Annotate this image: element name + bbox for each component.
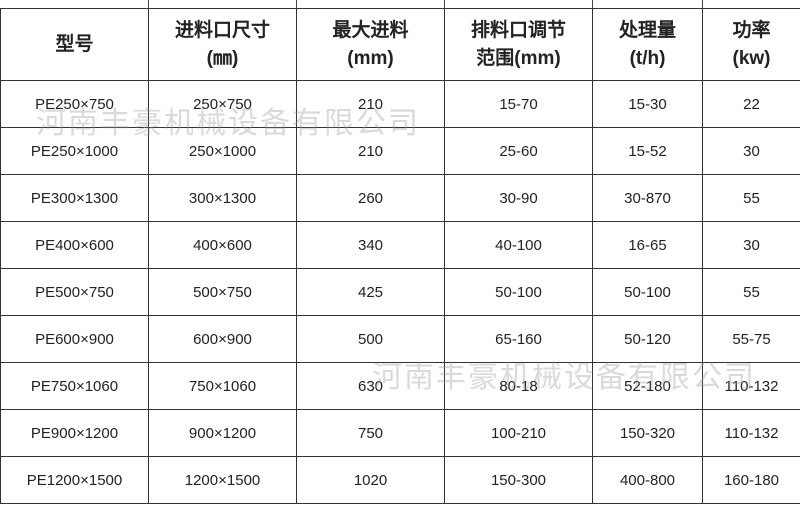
cell-feed-opening: 250×1000 [148, 127, 297, 175]
divider [148, 0, 149, 9]
cell-feed-opening: 750×1060 [148, 362, 297, 410]
cell-power: 110-132 [702, 362, 800, 410]
cell-model: PE600×900 [0, 315, 149, 363]
cell-model: PE1200×1500 [0, 456, 149, 504]
table-row: PE250×1000 250×1000 210 25-60 15-52 30 [0, 127, 800, 175]
cell-model: PE900×1200 [0, 409, 149, 457]
cell-power: 55-75 [702, 315, 800, 363]
header-line2: (mm) [347, 47, 394, 69]
header-line2: (kw) [732, 47, 771, 69]
cell-discharge-range: 15-70 [444, 80, 593, 128]
header-model: 型号 [0, 8, 149, 81]
cell-feed-opening: 1200×1500 [148, 456, 297, 504]
cell-feed-opening: 600×900 [148, 315, 297, 363]
spec-table: 型号 进料口尺寸 (㎜) 最大进料 (mm) 排料口调节范围(mm) 处理量 (t/h) 功率 (… [0, 8, 800, 504]
cell-capacity: 50-120 [592, 315, 703, 363]
cell-power: 30 [702, 127, 800, 175]
cell-capacity: 150-320 [592, 409, 703, 457]
cell-power: 110-132 [702, 409, 800, 457]
cell-max-feed: 210 [296, 127, 445, 175]
cell-capacity: 16-65 [592, 221, 703, 269]
cell-discharge-range: 30-90 [444, 174, 593, 222]
cell-max-feed: 425 [296, 268, 445, 316]
divider [592, 0, 593, 9]
table-row: PE400×600 400×600 340 40-100 16-65 30 [0, 221, 800, 269]
cell-discharge-range: 150-300 [444, 456, 593, 504]
cell-capacity: 15-52 [592, 127, 703, 175]
cell-max-feed: 1020 [296, 456, 445, 504]
header-line1: 功率 [732, 19, 771, 41]
cell-discharge-range: 25-60 [444, 127, 593, 175]
table-row: PE300×1300 300×1300 260 30-90 30-870 55 [0, 174, 800, 222]
cell-model: PE300×1300 [0, 174, 149, 222]
header-line2: (㎜) [206, 47, 239, 69]
cell-discharge-range: 100-210 [444, 409, 593, 457]
cell-feed-opening: 500×750 [148, 268, 297, 316]
header-line2: (t/h) [629, 47, 666, 69]
cell-discharge-range: 80-18 [444, 362, 593, 410]
cell-power: 22 [702, 80, 800, 128]
cell-capacity: 50-100 [592, 268, 703, 316]
cell-max-feed: 340 [296, 221, 445, 269]
cell-max-feed: 500 [296, 315, 445, 363]
header-line1: 型号 [55, 33, 94, 55]
cell-max-feed: 630 [296, 362, 445, 410]
header-line1: 进料口尺寸 [174, 19, 270, 41]
divider [702, 0, 703, 9]
cell-capacity: 15-30 [592, 80, 703, 128]
cell-discharge-range: 40-100 [444, 221, 593, 269]
header-capacity: 处理量 (t/h) [592, 8, 703, 81]
table-row: PE600×900 600×900 500 65-160 50-120 55-75 [0, 315, 800, 363]
table-row: PE250×750 250×750 210 15-70 15-30 22 [0, 80, 800, 128]
cell-capacity: 400-800 [592, 456, 703, 504]
header-line1: 排料口调节 [470, 19, 566, 41]
header-discharge-range: 排料口调节范围(mm) [444, 8, 593, 81]
header-max-feed: 最大进料 (mm) [296, 8, 445, 81]
header-line2: 范围(mm) [476, 47, 561, 69]
header-feed-opening: 进料口尺寸 (㎜) [148, 8, 297, 81]
cell-model: PE250×1000 [0, 127, 149, 175]
cell-model: PE400×600 [0, 221, 149, 269]
cell-feed-opening: 400×600 [148, 221, 297, 269]
cell-discharge-range: 50-100 [444, 268, 593, 316]
divider [296, 0, 297, 9]
table-row: PE500×750 500×750 425 50-100 50-100 55 [0, 268, 800, 316]
cell-power: 160-180 [702, 456, 800, 504]
cell-feed-opening: 900×1200 [148, 409, 297, 457]
table-row: PE900×1200 900×1200 750 100-210 150-320 110-1… [0, 409, 800, 457]
header-row: 型号 进料口尺寸 (㎜) 最大进料 (mm) 排料口调节范围(mm) 处理量 (t/h) 功率 (… [0, 8, 800, 81]
cell-power: 30 [702, 221, 800, 269]
cell-capacity: 52-180 [592, 362, 703, 410]
cell-feed-opening: 250×750 [148, 80, 297, 128]
cell-model: PE250×750 [0, 80, 149, 128]
cell-capacity: 30-870 [592, 174, 703, 222]
table-body: PE250×750 250×750 210 15-70 15-30 22 PE250×100… [0, 80, 800, 504]
divider [444, 0, 445, 9]
cell-model: PE750×1060 [0, 362, 149, 410]
cell-model: PE500×750 [0, 268, 149, 316]
cell-max-feed: 210 [296, 80, 445, 128]
cell-max-feed: 260 [296, 174, 445, 222]
header-line1: 处理量 [618, 19, 676, 41]
cell-feed-opening: 300×1300 [148, 174, 297, 222]
header-power: 功率 (kw) [702, 8, 800, 81]
header-line1: 最大进料 [332, 19, 409, 41]
table-row: PE750×1060 750×1060 630 80-18 52-180 110-132 [0, 362, 800, 410]
cell-power: 55 [702, 174, 800, 222]
cell-max-feed: 750 [296, 409, 445, 457]
cell-power: 55 [702, 268, 800, 316]
cell-discharge-range: 65-160 [444, 315, 593, 363]
table-row: PE1200×1500 1200×1500 1020 150-300 400-800 16… [0, 456, 800, 504]
